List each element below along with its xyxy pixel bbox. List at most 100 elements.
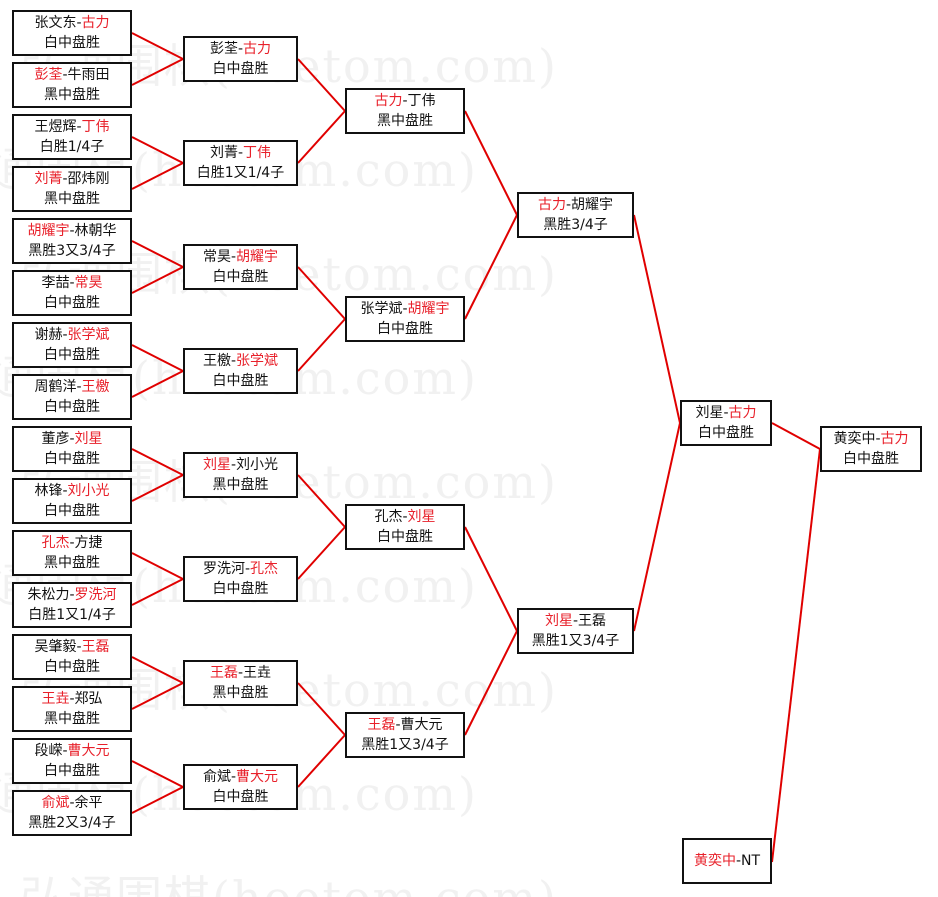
player-2: 王檄: [81, 379, 110, 395]
matchup: 王煜辉-丁伟: [34, 117, 109, 137]
match-round-1: 段嵘-曹大元 白中盘胜: [12, 738, 132, 784]
matchup: 彭荃-古力: [210, 39, 271, 59]
matchup: 王檄-张学斌: [203, 351, 278, 371]
match-round-1: 吴肇毅-王磊白中盘胜: [12, 634, 132, 680]
player-1: 董彦: [41, 431, 70, 447]
final-match: 黄奕中-古力 白中盘胜: [820, 426, 922, 472]
player-1: 刘星: [695, 405, 724, 421]
separator: -: [230, 457, 237, 473]
matchup: 刘星-王磊: [545, 611, 606, 631]
connector-line: [131, 578, 184, 606]
result: 白中盘胜: [212, 269, 269, 285]
player-2: 孔杰: [250, 561, 279, 577]
match-round-5: 刘星-古力 白中盘胜: [680, 400, 772, 446]
result: 白中盘胜: [698, 425, 754, 441]
player-2: 张学斌: [236, 353, 279, 369]
connector-line: [131, 656, 184, 684]
matchup: 朱松力-罗洗河: [27, 585, 116, 605]
connector-line: [464, 214, 518, 320]
separator: -: [402, 301, 408, 317]
result: 黑胜1又3/4子: [361, 737, 449, 753]
connector-line: [464, 526, 518, 632]
matchup: 孔杰-刘星: [374, 507, 435, 527]
separator: -: [76, 119, 82, 135]
player-1: 吴肇毅: [34, 639, 77, 655]
connector-line: [131, 344, 184, 372]
player-2: 林朝华: [74, 223, 117, 239]
connector-line: [131, 474, 184, 502]
connector-line: [297, 110, 346, 164]
player-2: 丁伟: [81, 119, 110, 135]
match-round-1: 孔杰-方捷 黑中盘胜: [12, 530, 132, 576]
result: 白中盘胜: [44, 659, 100, 675]
result: 白中盘胜: [44, 503, 100, 519]
player-1: 彭荃: [209, 41, 238, 57]
connector-line: [297, 266, 346, 320]
result: 白中盘胜: [212, 789, 269, 805]
connector-line: [131, 162, 184, 190]
match-round-1: 胡耀宇-林朝华 黑胜3又3/4子: [12, 218, 132, 264]
player-2: 古力: [880, 431, 909, 447]
player-1: 王煜辉: [34, 119, 77, 135]
connector-line: [633, 422, 681, 632]
separator: -: [875, 431, 881, 447]
result: 白中盘胜: [44, 295, 100, 311]
result: 黑中盘胜: [212, 477, 269, 493]
matchup: 林锋-刘小光: [34, 481, 109, 501]
separator: -: [402, 93, 408, 109]
match-round-2: 王檄-张学斌 白中盘胜: [183, 348, 298, 394]
player-1: 林锋: [34, 483, 63, 499]
separator: -: [244, 561, 251, 577]
connector-line: [131, 448, 184, 476]
match-round-2: 刘菁-丁伟 白胜1又1/4子: [183, 140, 298, 186]
separator: -: [237, 145, 244, 161]
player-2: 古力: [81, 15, 110, 31]
matchup: 俞斌-余平: [41, 793, 102, 813]
connector-line: [464, 630, 518, 736]
result: 白中盘胜: [212, 61, 269, 77]
result: 黑中盘胜: [44, 711, 100, 727]
player-1: 孔杰: [41, 535, 70, 551]
player-2: 余平: [74, 795, 103, 811]
result: 白中盘胜: [44, 451, 100, 467]
result: 白胜1/4子: [39, 139, 105, 155]
player-2: 罗洗河: [74, 587, 117, 603]
player-1: 谢赫: [34, 327, 63, 343]
match-round-3: 古力-丁伟 黑中盘胜: [345, 88, 465, 134]
player-2: 胡耀宇: [571, 197, 614, 213]
connector-line: [131, 266, 184, 294]
match-round-1: 李喆-常昊 白中盘胜: [12, 270, 132, 316]
separator: -: [76, 639, 82, 655]
player-2: 方捷: [74, 535, 103, 551]
connector-line: [297, 734, 346, 788]
player-2: 王垚: [243, 665, 272, 681]
match-round-1: 谢赫-张学斌 白中盘胜: [12, 322, 132, 368]
separator: -: [62, 743, 68, 759]
connector-line: [297, 682, 346, 736]
separator: -: [402, 509, 408, 525]
match-round-2: 俞斌-曹大元 白中盘胜: [183, 764, 298, 810]
player-1: 王檄: [202, 353, 231, 369]
matchup: 刘星-刘小光: [203, 455, 278, 475]
player-1: 孔杰: [374, 509, 403, 525]
player-2: 牛雨田: [67, 67, 110, 83]
result: 白中盘胜: [212, 581, 269, 597]
player-1: 张学斌: [360, 301, 403, 317]
player-1: 黄奕中: [833, 431, 876, 447]
player-2: 邵炜刚: [67, 171, 110, 187]
seeded-player: 黄奕中-NT: [682, 838, 772, 884]
match-round-2: 刘星-刘小光黑中盘胜: [183, 452, 298, 498]
connector-line: [131, 682, 184, 710]
connector-line: [297, 318, 346, 372]
result: 白中盘胜: [44, 399, 100, 415]
player-1: 常昊: [202, 249, 231, 265]
separator: -: [69, 587, 75, 603]
separator: -: [62, 67, 68, 83]
result: 黑中盘胜: [377, 113, 433, 129]
connector-line: [131, 58, 184, 86]
result: 白中盘胜: [44, 763, 100, 779]
player-2: 王磊: [81, 639, 110, 655]
separator: -: [62, 327, 68, 343]
separator: -: [237, 665, 244, 681]
